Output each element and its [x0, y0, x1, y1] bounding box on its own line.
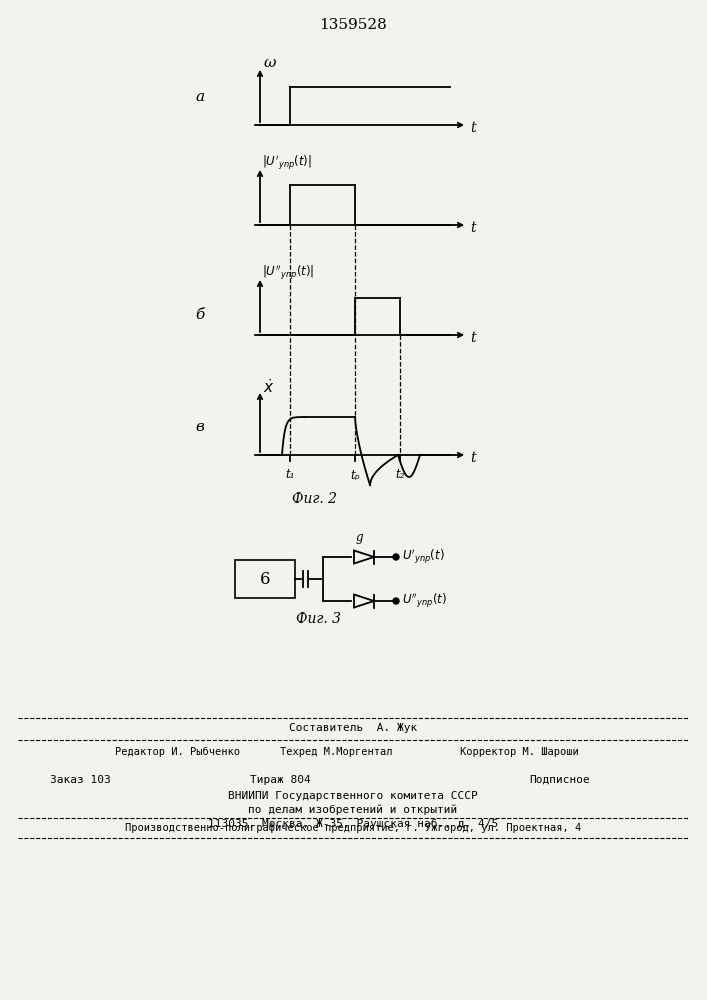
Text: t: t: [470, 451, 476, 465]
Text: в: в: [195, 420, 204, 434]
Text: Корректор М. Шароши: Корректор М. Шароши: [460, 747, 579, 757]
Text: $\dot{x}$: $\dot{x}$: [263, 378, 274, 396]
Text: ω: ω: [264, 56, 276, 70]
Text: 6: 6: [259, 570, 270, 587]
Text: $|U''_{ynp}(t)|$: $|U''_{ynp}(t)|$: [262, 264, 315, 282]
Text: $U''_{ynp}(t)$: $U''_{ynp}(t)$: [402, 592, 447, 610]
Text: Фиг. 3: Фиг. 3: [296, 612, 341, 626]
Text: Заказ 103: Заказ 103: [50, 775, 111, 785]
Text: Подписное: Подписное: [530, 775, 590, 785]
Bar: [235, 560, 295, 598]
Text: Тираж 804: Тираж 804: [250, 775, 310, 785]
Text: Фиг. 2: Фиг. 2: [293, 492, 337, 506]
Text: t₁: t₁: [285, 468, 295, 482]
Text: t: t: [470, 121, 476, 135]
Text: $U'_{ynp}(t)$: $U'_{ynp}(t)$: [402, 548, 445, 566]
Text: Составитель  А. Жук: Составитель А. Жук: [289, 723, 417, 733]
Text: Техред М.Моргентал: Техред М.Моргентал: [280, 747, 392, 757]
Text: Производственно-полиграфическое предприятие, г. Ужгород, ул. Проектная, 4: Производственно-полиграфическое предприя…: [125, 823, 581, 833]
Text: t: t: [470, 221, 476, 235]
Text: t: t: [470, 331, 476, 345]
Text: а: а: [195, 90, 204, 104]
Text: Редактор И. Рыбченко: Редактор И. Рыбченко: [115, 747, 240, 757]
Text: t₂: t₂: [395, 468, 404, 482]
Text: 113035, Москва, Ж-35, Раушская наб., д. 4/5: 113035, Москва, Ж-35, Раушская наб., д. …: [208, 819, 498, 829]
Circle shape: [393, 554, 399, 560]
Text: $|U'_{ynp}(t)|$: $|U'_{ynp}(t)|$: [262, 154, 312, 172]
Circle shape: [393, 598, 399, 604]
Text: g: g: [355, 531, 363, 544]
Text: по делам изобретений и открытий: по делам изобретений и открытий: [248, 805, 457, 815]
Text: ВНИИПИ Государственного комитета СССР: ВНИИПИ Государственного комитета СССР: [228, 791, 478, 801]
Text: 1359528: 1359528: [319, 18, 387, 32]
Text: tₚ: tₚ: [350, 468, 360, 482]
Text: б: б: [195, 308, 204, 322]
